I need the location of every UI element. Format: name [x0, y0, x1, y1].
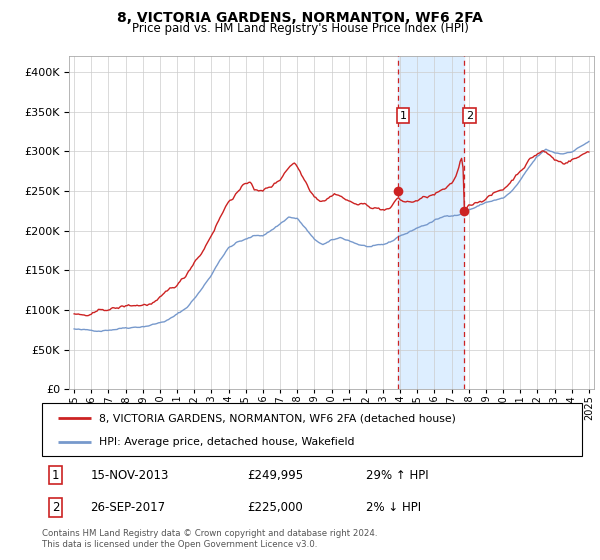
Text: 2: 2	[52, 501, 59, 514]
Text: 8, VICTORIA GARDENS, NORMANTON, WF6 2FA (detached house): 8, VICTORIA GARDENS, NORMANTON, WF6 2FA …	[98, 413, 455, 423]
Text: 1: 1	[400, 110, 407, 120]
FancyBboxPatch shape	[42, 403, 582, 456]
Text: 2: 2	[466, 110, 473, 120]
Text: 15-NOV-2013: 15-NOV-2013	[91, 469, 169, 482]
Text: £249,995: £249,995	[247, 469, 304, 482]
Text: 2% ↓ HPI: 2% ↓ HPI	[366, 501, 421, 514]
Text: 8, VICTORIA GARDENS, NORMANTON, WF6 2FA: 8, VICTORIA GARDENS, NORMANTON, WF6 2FA	[117, 11, 483, 25]
Text: 1: 1	[52, 469, 59, 482]
Text: Price paid vs. HM Land Registry's House Price Index (HPI): Price paid vs. HM Land Registry's House …	[131, 22, 469, 35]
Text: £225,000: £225,000	[247, 501, 303, 514]
Bar	[398, 56, 464, 389]
Text: Contains HM Land Registry data © Crown copyright and database right 2024.
This d: Contains HM Land Registry data © Crown c…	[42, 529, 377, 549]
Text: HPI: Average price, detached house, Wakefield: HPI: Average price, detached house, Wake…	[98, 436, 354, 446]
Text: 26-SEP-2017: 26-SEP-2017	[91, 501, 166, 514]
Text: 29% ↑ HPI: 29% ↑ HPI	[366, 469, 428, 482]
